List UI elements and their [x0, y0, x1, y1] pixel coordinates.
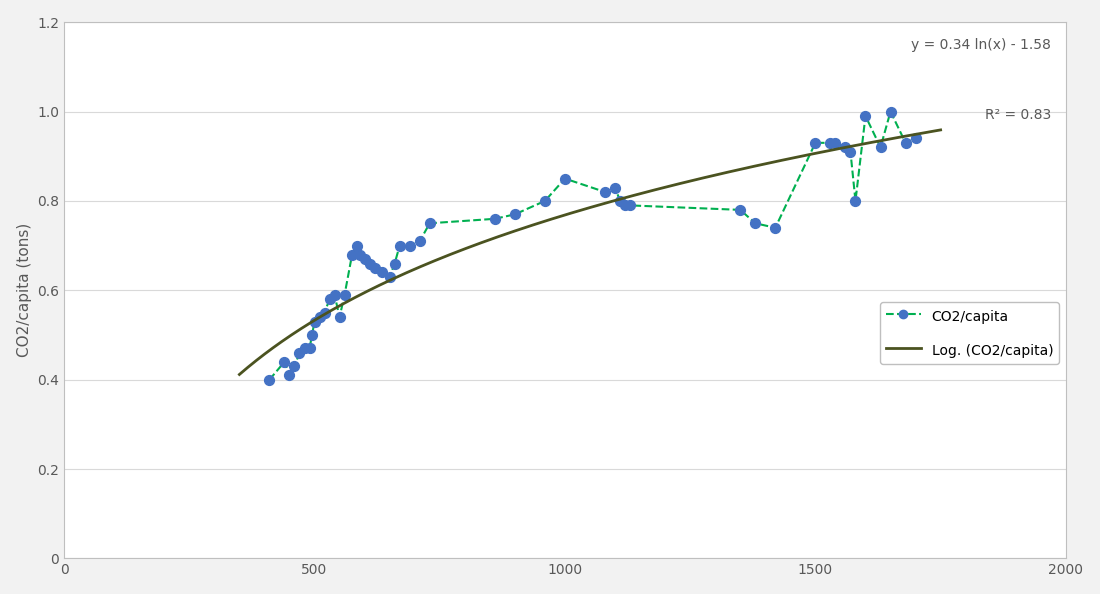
- Point: [557, 174, 574, 184]
- Point: [732, 205, 749, 214]
- Point: [261, 375, 278, 384]
- Point: [747, 219, 764, 228]
- Point: [411, 236, 429, 246]
- Point: [842, 147, 859, 157]
- Point: [373, 268, 390, 277]
- Point: [847, 196, 865, 206]
- Point: [806, 138, 824, 147]
- Point: [336, 290, 353, 299]
- Point: [896, 138, 914, 147]
- Text: R² = 0.83: R² = 0.83: [984, 108, 1050, 122]
- Point: [321, 295, 339, 304]
- Point: [361, 259, 378, 268]
- Point: [280, 371, 298, 380]
- Point: [596, 187, 614, 197]
- Text: y = 0.34 ln(x) - 1.58: y = 0.34 ln(x) - 1.58: [911, 38, 1050, 52]
- Point: [386, 259, 404, 268]
- Point: [606, 183, 624, 192]
- Point: [343, 250, 361, 260]
- Point: [349, 241, 366, 251]
- Point: [304, 330, 321, 340]
- Point: [310, 312, 328, 322]
- Point: [316, 308, 333, 317]
- Point: [616, 201, 634, 210]
- Point: [486, 214, 504, 223]
- Point: [621, 201, 639, 210]
- Point: [871, 143, 889, 152]
- Point: [536, 196, 553, 206]
- Point: [381, 272, 398, 282]
- Point: [326, 290, 343, 299]
- Point: [306, 317, 323, 326]
- Point: [300, 344, 318, 353]
- Point: [286, 362, 304, 371]
- Point: [296, 344, 314, 353]
- Point: [837, 143, 855, 152]
- Y-axis label: CO2/capita (tons): CO2/capita (tons): [16, 223, 32, 358]
- Point: [767, 223, 784, 232]
- Point: [351, 250, 369, 260]
- Point: [355, 254, 373, 264]
- Point: [400, 241, 418, 251]
- Point: [612, 196, 629, 206]
- Point: [390, 241, 408, 251]
- Point: [906, 134, 924, 143]
- Point: [857, 111, 874, 121]
- Legend: CO2/capita, Log. (CO2/capita): CO2/capita, Log. (CO2/capita): [880, 302, 1059, 364]
- Point: [366, 263, 384, 273]
- Point: [276, 357, 294, 366]
- Point: [290, 348, 308, 358]
- Point: [331, 312, 349, 322]
- Point: [421, 219, 439, 228]
- Point: [882, 107, 900, 116]
- Point: [826, 138, 844, 147]
- Point: [822, 138, 839, 147]
- Point: [506, 210, 524, 219]
